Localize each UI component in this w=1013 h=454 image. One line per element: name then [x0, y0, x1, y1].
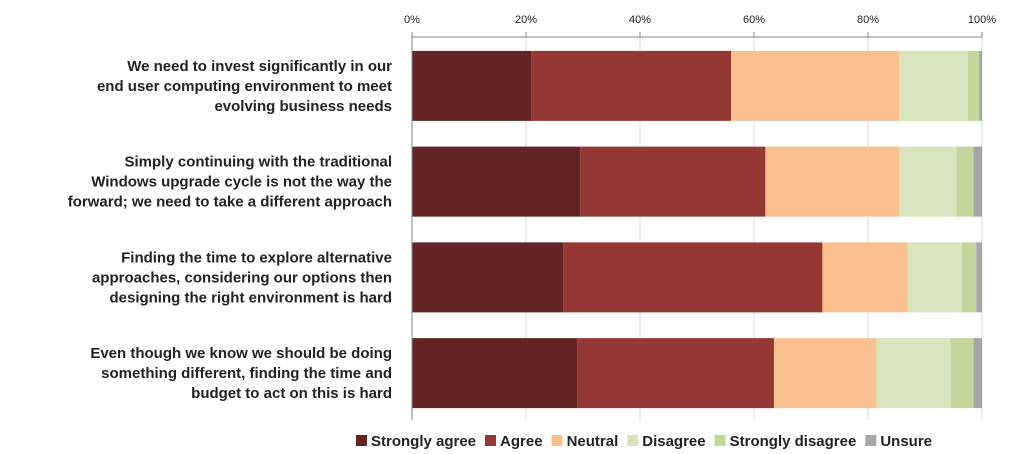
legend-label: Disagree — [642, 433, 705, 450]
bar-segment-agree — [563, 242, 823, 313]
bar-segment-neutral — [822, 242, 908, 313]
category-label: Even though we know we should be doing — [90, 345, 392, 362]
bar-segment-unsure — [973, 146, 982, 217]
bar-segment-disagree — [876, 338, 951, 409]
category-label: evolving business needs — [214, 98, 392, 115]
bar-segment-disagree — [907, 242, 963, 313]
tick-label: 20% — [515, 14, 537, 26]
bar-segment-disagree — [899, 146, 957, 217]
category-label: forward; we need to take a different app… — [68, 194, 392, 211]
bar-segment-strongly-disagree — [967, 50, 980, 121]
legend-label: Strongly disagree — [730, 433, 857, 450]
bar-segment-strongly-agree — [412, 242, 564, 313]
legend-swatch — [714, 435, 726, 446]
legend-label: Strongly agree — [371, 433, 476, 450]
bar-segment-neutral — [731, 50, 900, 121]
x-axis: 0% 20% 40% 60% 80% 100% — [404, 14, 996, 420]
category-label: approaches, considering our options then — [92, 269, 392, 286]
tick-label: 100% — [968, 14, 996, 26]
bar-segment-strongly-agree — [412, 50, 532, 121]
category-label: something different, finding the time an… — [101, 365, 392, 382]
bar-segment-unsure — [976, 242, 982, 313]
bar-segment-strongly-disagree — [956, 146, 974, 217]
legend-label: Neutral — [567, 433, 619, 450]
legend-label: Unsure — [880, 433, 932, 450]
legend: Strongly agree Agree Neutral Disagree Strong… — [356, 433, 932, 450]
tick-label: 40% — [629, 14, 651, 26]
legend-label: Agree — [500, 433, 543, 450]
bar-segment-agree — [531, 50, 732, 121]
bars — [412, 50, 982, 409]
bar-segment-strongly-disagree — [962, 242, 977, 313]
category-label: designing the right environment is hard — [109, 289, 392, 306]
category-label: budget to act on this is hard — [191, 385, 392, 402]
bar-segment-neutral — [765, 146, 900, 217]
category-label: end user computing environment to meet — [97, 78, 392, 95]
bar-segment-unsure — [973, 338, 982, 409]
legend-swatch — [356, 435, 367, 446]
tick-label: 60% — [743, 14, 765, 26]
bar-segment-agree — [580, 146, 766, 217]
category-label: We need to invest significantly in our — [127, 58, 392, 75]
bar-segment-unsure — [979, 50, 982, 121]
legend-swatch — [627, 435, 639, 446]
tick-label: 80% — [857, 14, 879, 26]
bar-segment-disagree — [899, 50, 968, 121]
legend-swatch — [551, 435, 563, 446]
category-label: Simply continuing with the traditional — [125, 154, 393, 171]
bar-segment-agree — [577, 338, 774, 409]
bar-segment-neutral — [773, 338, 877, 409]
category-label: Windows upgrade cycle is not the way the — [91, 174, 392, 191]
category-label: Finding the time to explore alternative — [121, 249, 392, 266]
legend-swatch — [485, 435, 497, 446]
category-labels: We need to invest significantly in our en… — [68, 58, 392, 402]
legend-swatch — [865, 435, 877, 446]
bar-segment-strongly-disagree — [950, 338, 974, 409]
tick-label: 0% — [404, 14, 420, 26]
bar-segment-strongly-agree — [412, 146, 581, 217]
bar-segment-strongly-agree — [412, 338, 578, 409]
